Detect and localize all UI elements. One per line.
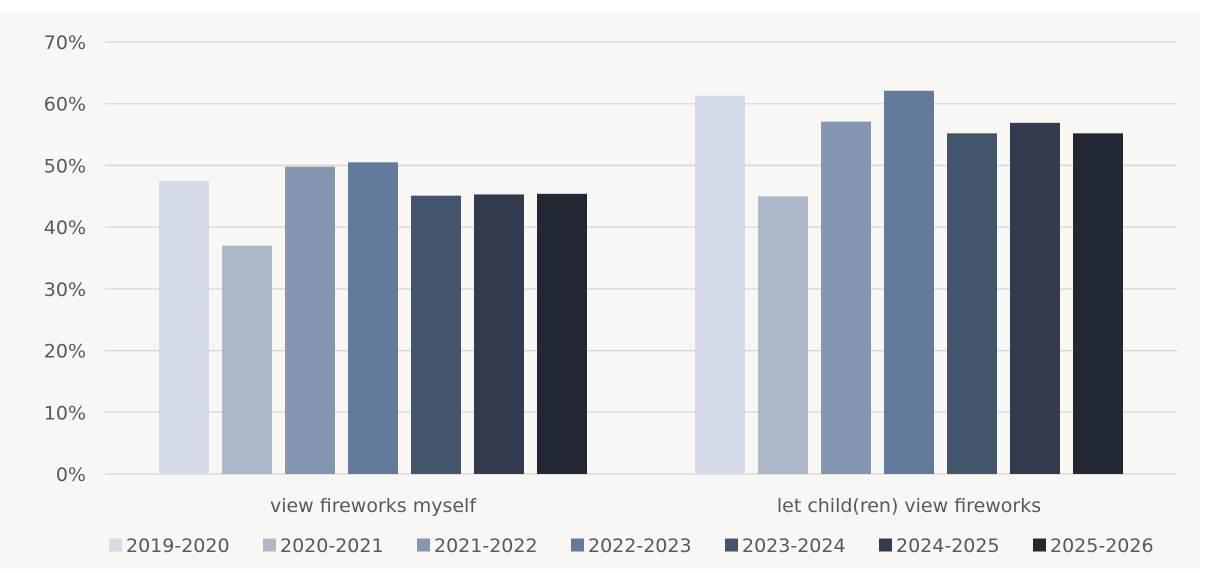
chart-area: 0% 10% 20% 30% 40% 50% 60% 70% view fireworks my…	[0, 12, 1200, 569]
bar	[159, 180, 209, 474]
bar	[285, 166, 335, 475]
legend-label: 2020-2021	[280, 535, 384, 557]
legend-label: 2022-2023	[588, 535, 692, 557]
y-tick-label: 60%	[44, 94, 86, 116]
bar	[884, 90, 934, 475]
x-category-label: view fireworks myself	[270, 495, 477, 517]
bar	[821, 121, 871, 475]
y-tick-label: 50%	[44, 155, 86, 177]
legend-label: 2024-2025	[896, 535, 1000, 557]
bar	[411, 195, 461, 474]
legend-label: 2023-2024	[742, 535, 846, 557]
legend-swatch	[571, 538, 584, 552]
y-tick-label: 20%	[44, 341, 86, 363]
legend-label: 2025-2026	[1050, 535, 1154, 557]
bar	[1073, 133, 1123, 474]
y-tick-label: 40%	[44, 217, 86, 239]
bar	[474, 194, 524, 475]
bar	[695, 95, 745, 474]
legend-swatch	[725, 538, 738, 552]
legend-swatch	[417, 538, 430, 552]
legend-swatch	[1033, 538, 1046, 552]
bar	[758, 196, 808, 475]
legend-swatch	[263, 538, 276, 552]
bar	[947, 133, 997, 474]
legend-swatch	[109, 538, 122, 552]
legend-label: 2021-2022	[434, 535, 538, 557]
y-tick-label: 10%	[44, 402, 86, 424]
legend-swatch	[879, 538, 892, 552]
y-tick-label: 0%	[56, 464, 86, 486]
y-tick-label: 70%	[44, 32, 86, 54]
x-category-label: let child(ren) view fireworks	[777, 495, 1041, 517]
bar	[348, 162, 398, 475]
bar	[1010, 122, 1060, 475]
bar	[537, 193, 587, 474]
bar-chart: 0% 10% 20% 30% 40% 50% 60% 70% view fireworks my…	[0, 12, 1200, 569]
legend-label: 2019-2020	[126, 535, 230, 557]
y-tick-label: 30%	[44, 279, 86, 301]
bar	[222, 245, 272, 474]
